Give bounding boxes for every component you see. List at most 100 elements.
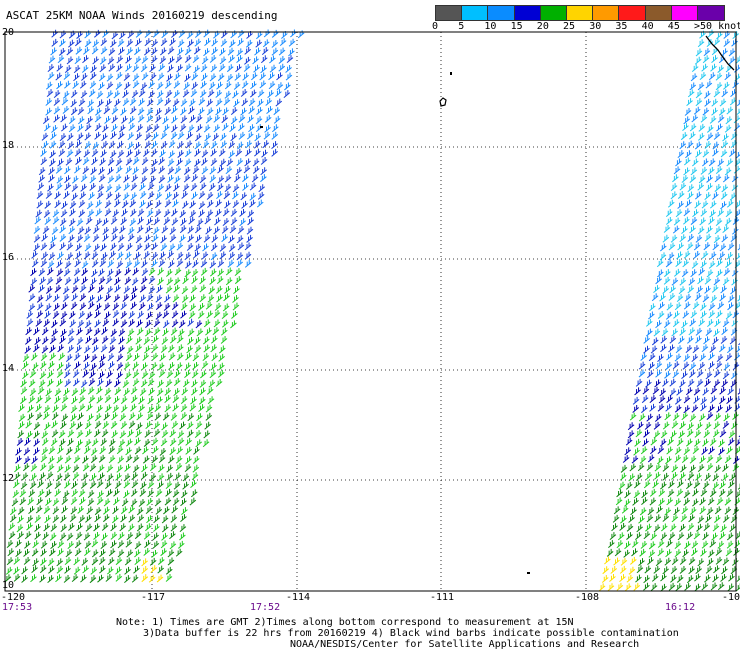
wind-barb [132, 166, 139, 175]
wind-barb [731, 277, 738, 286]
wind-barb [708, 158, 716, 167]
wind-barb [92, 39, 100, 48]
wind-barb [620, 464, 628, 473]
wind-barb [64, 80, 71, 89]
wind-barb [194, 29, 202, 38]
wind-barb [36, 200, 44, 209]
wind-barb [136, 124, 144, 133]
wind-barb [90, 473, 97, 482]
wind-barb [177, 47, 184, 56]
wind-barb [105, 404, 112, 413]
wind-barb [124, 276, 132, 285]
wind-barb [5, 566, 13, 575]
wind-barb [130, 488, 138, 497]
wind-barb [659, 388, 667, 397]
wind-barb [92, 141, 100, 150]
wind-barb [192, 361, 199, 370]
wind-barb [195, 320, 203, 329]
wind-barb [625, 481, 633, 490]
wind-barb [712, 191, 719, 200]
wind-barb [199, 276, 206, 285]
wind-barb [109, 336, 117, 345]
wind-barb [186, 345, 193, 354]
wind-barb [22, 371, 29, 380]
wind-barb [98, 454, 106, 463]
wind-barb [722, 421, 730, 429]
wind-barb [151, 148, 158, 157]
wind-barb [124, 566, 131, 575]
wind-barb [660, 532, 668, 541]
wind-barb [96, 480, 104, 488]
wind-barb [182, 276, 189, 285]
wind-barb [703, 48, 711, 57]
wind-barb [714, 319, 721, 328]
wind-barb [121, 200, 129, 209]
wind-barb [230, 116, 238, 125]
wind-barb [237, 226, 245, 235]
wind-barb [83, 354, 90, 362]
wind-barb [141, 166, 149, 175]
wind-barb [686, 531, 693, 540]
wind-barb [154, 412, 162, 421]
wind-barb [99, 354, 106, 363]
wind-barb [663, 320, 671, 328]
wind-barb [15, 447, 22, 456]
wind-barb [697, 182, 704, 191]
wind-barb [675, 345, 683, 354]
wind-barb [135, 243, 143, 252]
wind-barb [70, 506, 78, 515]
wind-barb [33, 430, 40, 439]
wind-barb [675, 209, 683, 218]
wind-barb [660, 344, 667, 353]
wind-barb [116, 446, 124, 455]
wind-barb [105, 184, 113, 193]
wind-barb [635, 574, 642, 583]
wind-barb [700, 396, 708, 405]
wind-barb [262, 39, 270, 48]
wind-barb [669, 378, 677, 387]
wind-barb [53, 114, 60, 123]
wind-barb [714, 226, 722, 235]
wind-barb [141, 558, 148, 567]
wind-barb [4, 574, 12, 583]
wind-barb [125, 165, 133, 174]
wind-barb [157, 565, 165, 574]
wind-barb [173, 378, 181, 387]
wind-barb [81, 557, 89, 566]
wind-barb [146, 114, 154, 123]
wind-barb [157, 183, 165, 192]
wind-barb [115, 557, 123, 566]
wind-barb [84, 39, 92, 48]
wind-barbs [4, 29, 740, 592]
wind-barb [159, 56, 167, 65]
wind-barb [74, 56, 82, 65]
wind-barb [730, 286, 737, 295]
wind-barb [161, 515, 169, 524]
wind-barb [122, 192, 130, 201]
wind-barb [60, 114, 67, 123]
wind-barb [61, 395, 69, 404]
wind-barb [189, 294, 196, 303]
colorbar-label: 45 [667, 21, 680, 32]
wind-barb [733, 123, 740, 132]
wind-barb [139, 183, 146, 192]
wind-barb [110, 420, 118, 429]
wind-barb [20, 481, 28, 490]
wind-barb [66, 133, 74, 142]
wind-barb [659, 293, 666, 302]
wind-barb [130, 403, 137, 412]
wind-barb [117, 540, 125, 549]
wind-barb [188, 310, 196, 319]
wind-barb [129, 208, 137, 217]
wind-barb [249, 182, 257, 191]
wind-barb [66, 532, 74, 541]
wind-barb [68, 522, 75, 531]
wind-barb [165, 379, 173, 388]
wind-barb [149, 557, 157, 566]
wind-barb [180, 217, 187, 226]
wind-barb [54, 481, 62, 489]
wind-barb [148, 276, 156, 284]
wind-barb [59, 38, 66, 47]
wind-barb [110, 39, 117, 48]
wind-barb [88, 294, 95, 303]
